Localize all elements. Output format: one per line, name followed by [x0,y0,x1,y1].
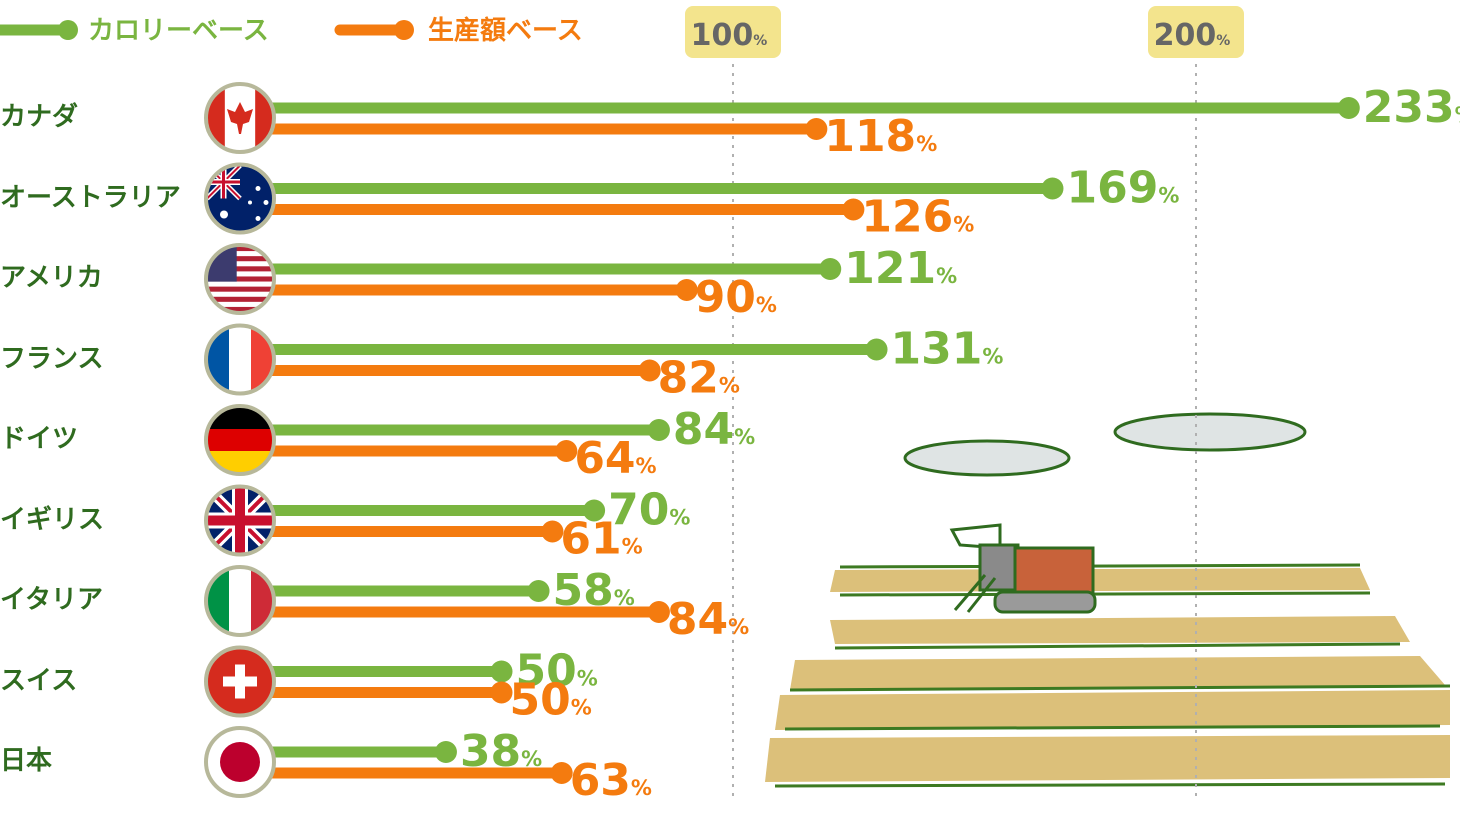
uk-flag-icon [204,484,276,557]
italy-flag-icon [204,565,276,637]
bar-end-dot [842,198,865,221]
bar-end-dot [555,440,578,462]
bar-end-dot [865,338,888,361]
value-label-production: 64% [574,433,656,484]
value-label-production: 61% [560,514,642,565]
flag-ring [204,645,276,718]
switzerland-flag-icon [204,645,276,718]
value-label-calorie: 121% [844,243,957,294]
bar-end-dot [527,580,550,602]
reference-badge-200 [1148,6,1244,58]
bar-end-dot [1337,97,1360,119]
legend-dot-0 [58,20,78,40]
flag-ring [204,323,276,396]
australia-flag-icon [204,162,276,235]
value-label-production: 82% [658,353,740,404]
flag-ring [204,82,276,154]
value-label-production: 84% [667,594,749,645]
value-label-production: 63% [570,755,652,806]
country-label: イギリス [0,504,105,535]
reference-badge-100 [685,6,781,58]
country-label: カナダ [0,102,79,132]
bar-end-dot [647,419,670,441]
country-label: アメリカ [0,263,103,293]
value-label-production: 50% [510,675,592,726]
bar-end-dot [490,681,513,704]
legend-dot-1 [394,20,414,40]
bar-end-dot [675,279,698,301]
bar-end-dot [647,601,670,623]
legend-label-0: カロリーベース [88,16,269,46]
bar-end-dot [805,118,828,140]
japan-flag-icon [204,726,276,798]
bar-end-dot [583,499,606,522]
bar-end-dot [819,258,842,280]
country-label: フランス [0,343,104,374]
country-label: イタリア [0,585,103,615]
canada-flag-icon [204,82,276,154]
flag-ring [204,565,276,637]
value-label-calorie: 233% [1363,82,1460,133]
reference-label-200: 200% [1154,18,1231,53]
value-label-production: 126% [861,192,974,243]
flag-ring [204,726,276,798]
combine-harvester-field-icon [765,412,1451,788]
value-label-calorie: 84% [673,404,755,455]
bar-end-dot [434,741,457,763]
value-label-calorie: 131% [891,324,1004,375]
flag-ring [204,243,276,315]
france-flag-icon [204,323,276,396]
flag-ring [204,484,276,557]
bar-end-dot [1041,177,1064,200]
legend-label-1: 生産額ベース [428,15,583,46]
country-label: 日本 [0,746,53,776]
value-label-calorie: 50% [516,646,598,697]
reference-label-100: 100% [691,18,768,53]
germany-flag-icon [204,404,276,476]
flag-ring [204,162,276,235]
bar-end-dot [490,660,513,683]
bar-end-dot [541,520,564,543]
country-label: ドイツ [0,424,79,454]
country-label: オーストラリア [0,182,181,213]
flag-ring [204,404,276,476]
bar-end-dot [550,762,573,784]
usa-flag-icon [204,243,276,315]
value-label-calorie: 169% [1066,163,1179,214]
country-label: スイス [0,665,78,696]
value-label-production: 90% [695,272,777,323]
value-label-calorie: 70% [608,485,690,536]
value-label-production: 118% [824,111,937,162]
bar-end-dot [638,359,661,382]
